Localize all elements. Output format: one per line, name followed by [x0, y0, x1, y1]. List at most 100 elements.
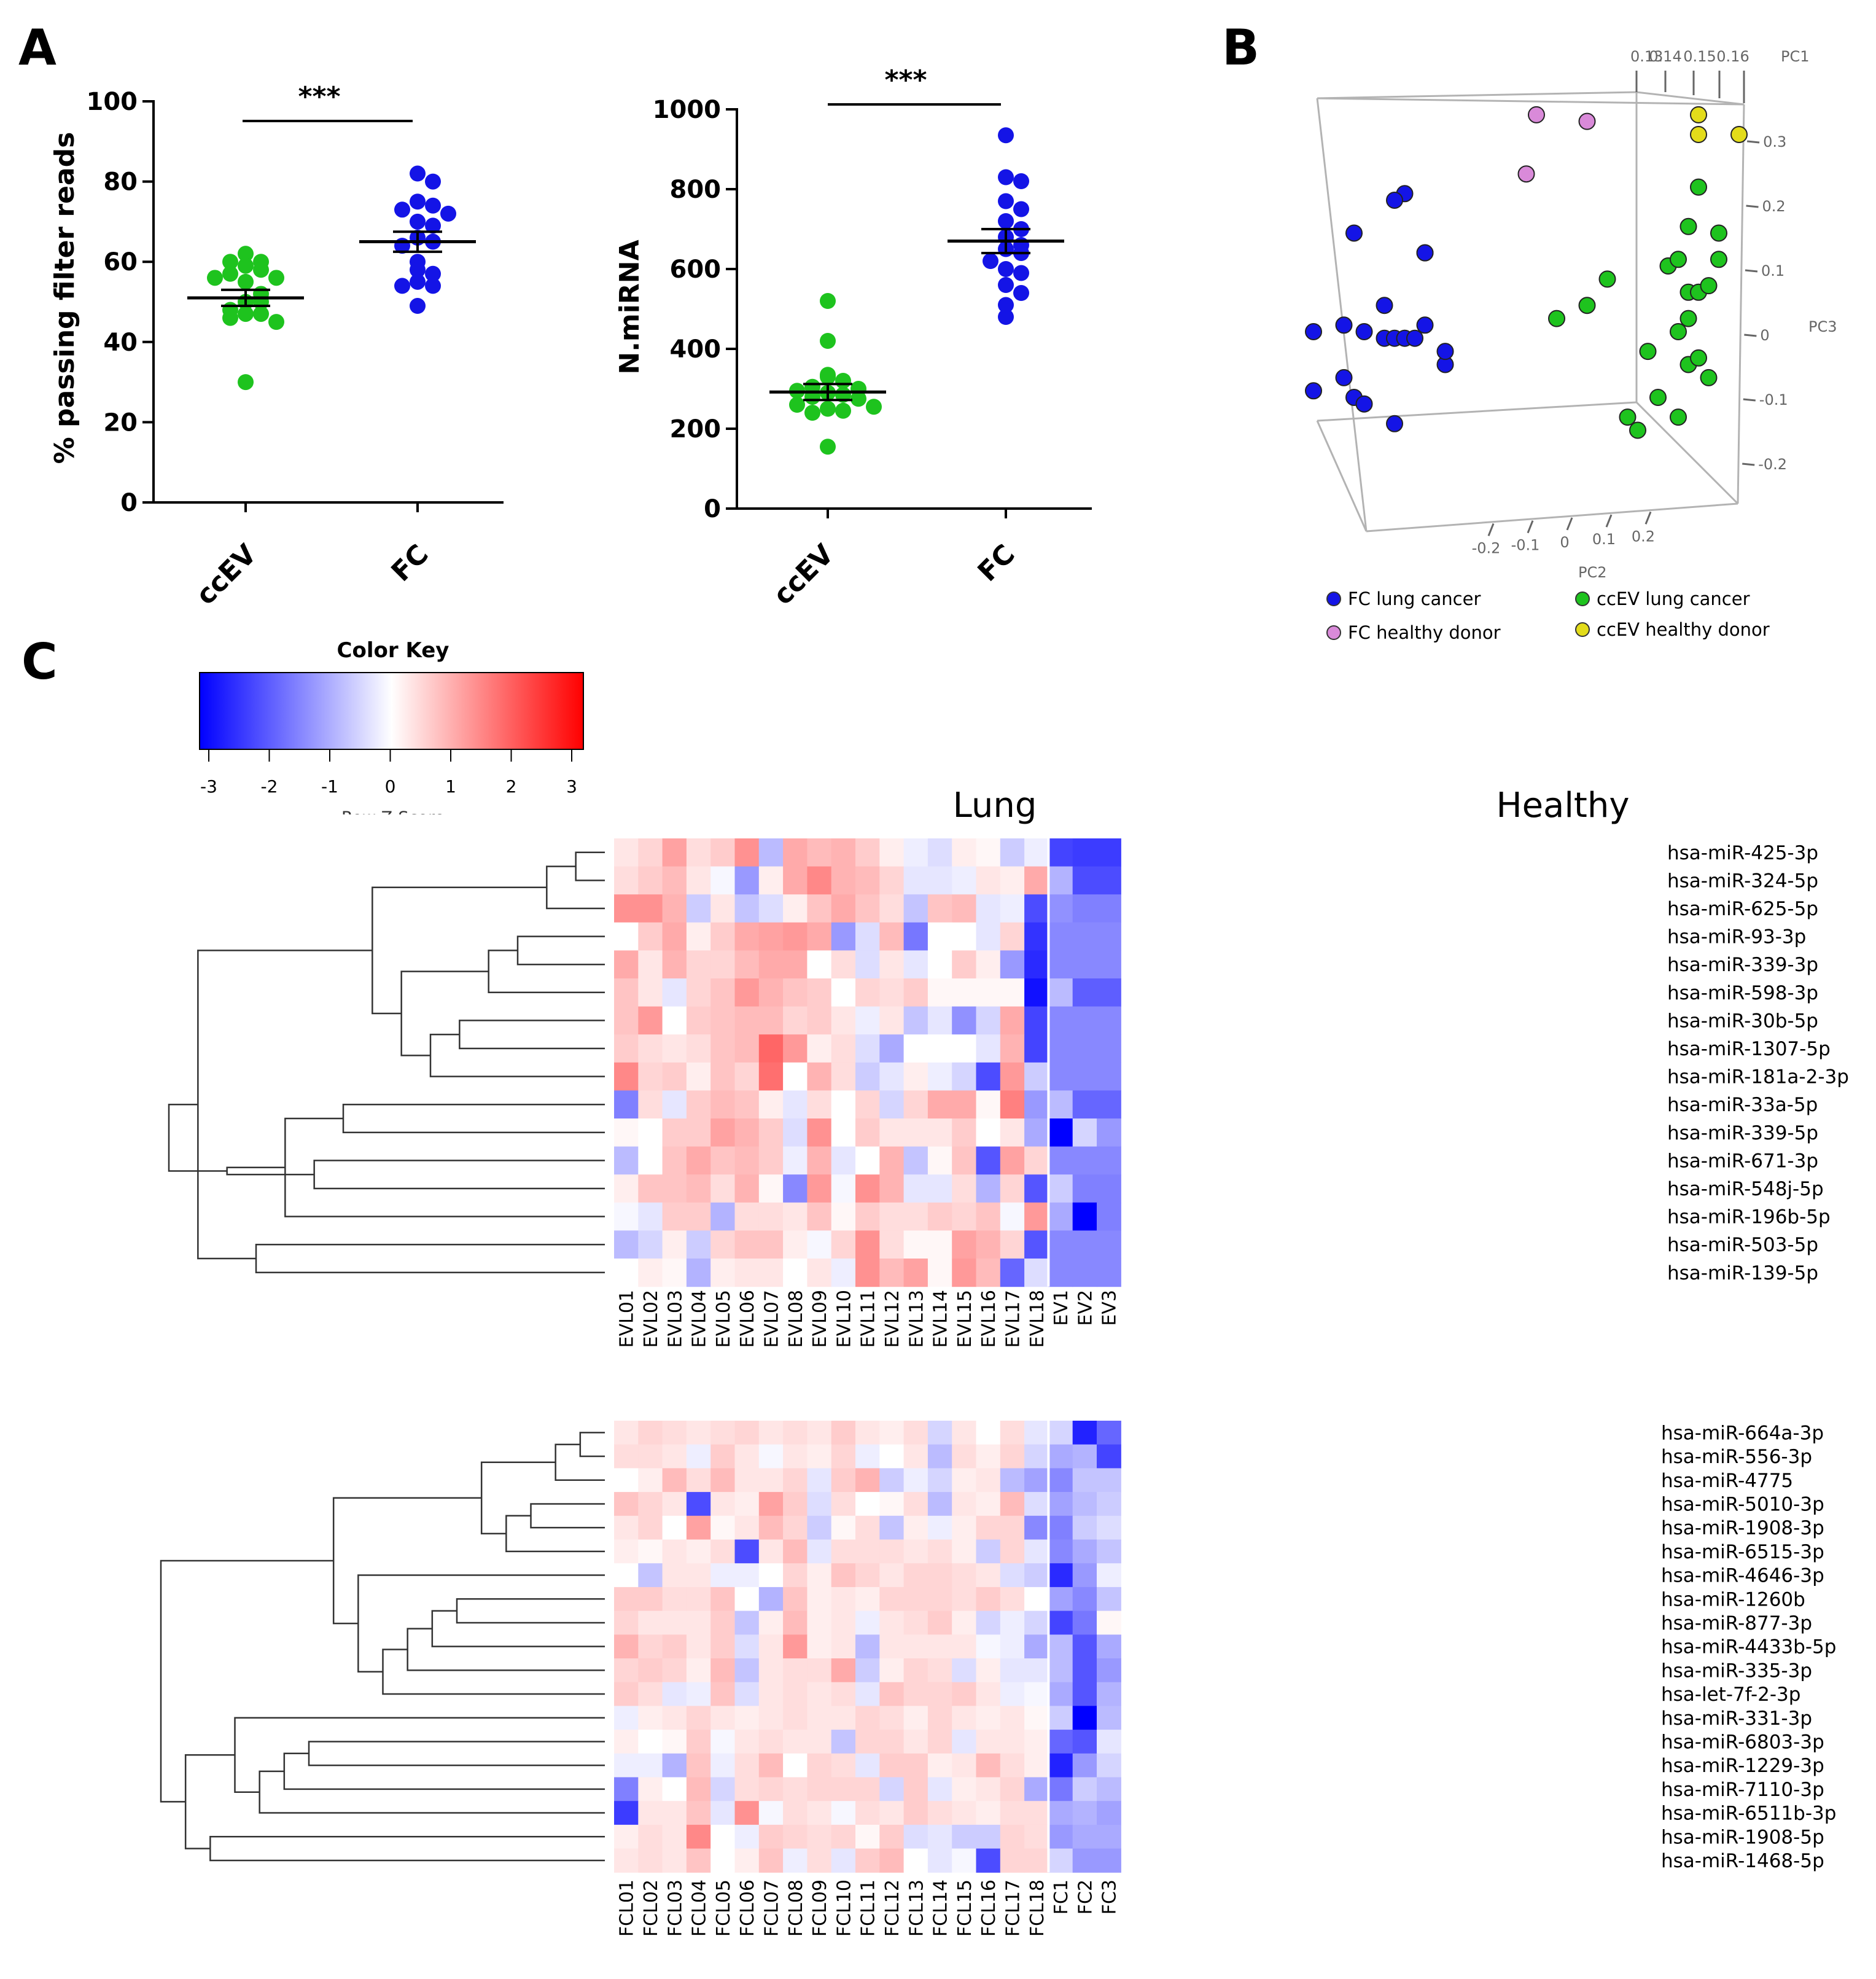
heatmap-cell	[614, 1563, 639, 1588]
pca-point	[1548, 310, 1565, 327]
data-point	[238, 306, 254, 322]
group-label-lung: Lung	[953, 786, 1037, 826]
heatmap-cell	[1048, 1062, 1073, 1091]
heatmap-cell	[614, 1777, 639, 1801]
heatmap-cell	[855, 1421, 880, 1445]
heatmap-cell	[1000, 1539, 1025, 1564]
heatmap-row-label: hsa-miR-664a-3p	[1661, 1422, 1824, 1444]
heatmap-cell	[831, 1730, 856, 1754]
heatmap-cell	[783, 1062, 808, 1091]
dendrogram-branch	[234, 1717, 605, 1793]
heatmap-cell	[614, 1848, 639, 1873]
heatmap-cell	[783, 838, 808, 867]
heatmap-cell	[1048, 1444, 1073, 1469]
heatmap-cell	[927, 950, 952, 979]
heatmap-cell	[879, 1563, 905, 1588]
heatmap-cell	[1024, 1444, 1049, 1469]
heatmap-cell	[662, 1515, 687, 1540]
heatmap-cell	[638, 1563, 663, 1588]
heatmap-cell	[1000, 1777, 1025, 1801]
pc3-tick	[1742, 463, 1755, 466]
heatmap-cell	[686, 1444, 711, 1469]
heatmap-cell	[734, 866, 760, 895]
dendrogram-branch	[505, 1515, 605, 1553]
data-point	[866, 399, 882, 415]
heatmap-cell	[638, 1492, 663, 1516]
heatmap-cell	[927, 1468, 952, 1493]
dendrogram-branch	[342, 1103, 605, 1134]
heatmap-cell	[903, 1202, 928, 1231]
data-point	[835, 402, 851, 419]
heatmap-cell	[783, 922, 808, 951]
pc3-tick-label: 0	[1760, 327, 1769, 344]
heatmap-cell	[927, 922, 952, 951]
heatmap-cell	[952, 1587, 977, 1612]
data-point	[789, 397, 805, 413]
data-point	[998, 169, 1014, 185]
heatmap-cell	[1072, 1062, 1097, 1091]
heatmap-cell	[903, 1634, 928, 1659]
heatmap-cell	[855, 1118, 880, 1147]
heatmap-cell	[1024, 1118, 1049, 1147]
heatmap-cell	[1097, 1118, 1121, 1147]
heatmap-cell	[831, 1259, 856, 1287]
heatmap-cell	[758, 866, 784, 895]
data-point	[820, 369, 836, 385]
panel-label-b: B	[1222, 19, 1259, 76]
heatmap-cell	[903, 1421, 928, 1445]
data-point	[394, 201, 410, 218]
heatmap-cell	[638, 1062, 663, 1091]
heatmap-cell	[734, 1230, 760, 1259]
heatmap-cell	[903, 1259, 928, 1287]
heatmap-cell	[1048, 1730, 1073, 1754]
heatmap-col-label: FCL04	[689, 1879, 710, 1937]
heatmap-cell	[831, 1146, 856, 1175]
data-point	[998, 277, 1014, 293]
heatmap-cell	[952, 1634, 977, 1659]
heatmap-cell	[927, 1090, 952, 1119]
heatmap-row-label: hsa-miR-6511b-3p	[1661, 1803, 1836, 1825]
heatmap-cell	[734, 978, 760, 1007]
heatmap-cell	[710, 1682, 736, 1706]
heatmap-cell	[686, 1801, 711, 1825]
heatmap-cell	[855, 1730, 880, 1754]
heatmap-cell	[1000, 1824, 1025, 1849]
heatmap-cell	[807, 1174, 832, 1203]
heatmap-cell	[1000, 1118, 1025, 1147]
heatmap-cell	[855, 1682, 880, 1706]
heatmap-cell	[1048, 1006, 1073, 1035]
data-point	[222, 254, 238, 270]
heatmap-cell	[783, 1259, 808, 1287]
heatmap-col-label: EVL03	[664, 1290, 686, 1348]
heatmap-cell	[831, 1539, 856, 1564]
pc2-tick	[1644, 511, 1652, 525]
heatmap-cell	[879, 1062, 905, 1091]
pca-point	[1578, 112, 1596, 130]
heatmap-cell	[710, 950, 736, 979]
heatmap-cell	[758, 1468, 784, 1493]
heatmap-cell	[879, 978, 905, 1007]
pc2-tick-label: -0.1	[1511, 537, 1540, 554]
heatmap-col-label: FC3	[1099, 1879, 1121, 1915]
heatmap-col-label: EVL01	[617, 1290, 638, 1348]
heatmap-cell	[1024, 1468, 1049, 1493]
heatmap-cell	[927, 1034, 952, 1063]
heatmap-cell	[686, 1824, 711, 1849]
heatmap-cell	[976, 1034, 1001, 1063]
heatmap-cell	[710, 1202, 736, 1231]
legend-marker-ccev-healthy	[1575, 622, 1590, 637]
heatmap-cell	[831, 1801, 856, 1825]
heatmap-cell	[927, 1174, 952, 1203]
heatmap-col-label: EVL12	[882, 1290, 903, 1348]
dendrogram-branch	[459, 1020, 605, 1050]
heatmap-col-label: EVL11	[858, 1290, 879, 1348]
heatmap-cell	[614, 978, 639, 1007]
data-point	[222, 310, 238, 326]
heatmap-cell	[1072, 1658, 1097, 1683]
legend-marker-fc-healthy	[1326, 625, 1341, 640]
heatmap-cell	[662, 1034, 687, 1063]
heatmap-cell	[879, 1753, 905, 1778]
heatmap-col-label: EVL17	[1002, 1290, 1024, 1348]
heatmap-cell	[976, 1730, 1001, 1754]
pca-point	[1679, 310, 1697, 327]
